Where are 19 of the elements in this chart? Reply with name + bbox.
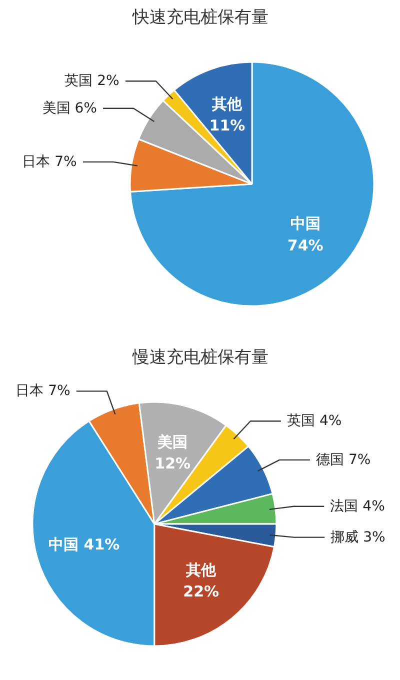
slice-label: 英国 2% <box>64 73 120 90</box>
slice-label: 美国 <box>156 432 188 451</box>
chart-title: 快速充电桩保有量 <box>132 8 268 28</box>
slice-label: 法国 4% <box>330 498 385 514</box>
data-label: 11% <box>209 116 246 135</box>
data-label: 22% <box>183 582 220 601</box>
slice-label: 德国 7% <box>316 452 371 468</box>
slice-label: 日本 7% <box>22 154 77 170</box>
data-label: 74% <box>287 236 324 254</box>
slice-label: 中国 41% <box>48 536 120 554</box>
data-label: 12% <box>154 454 191 472</box>
slice-label: 中国 <box>290 214 320 233</box>
slice-label: 英国 4% <box>287 413 342 430</box>
slice-label: 其他 <box>211 94 244 113</box>
slice-label: 美国 6% <box>42 100 97 116</box>
slice-label: 其他 <box>185 561 218 580</box>
slice-label: 日本 7% <box>16 383 70 400</box>
slice-label: 挪威 3% <box>330 529 386 546</box>
chart-title: 慢速充电桩保有量 <box>132 348 268 368</box>
